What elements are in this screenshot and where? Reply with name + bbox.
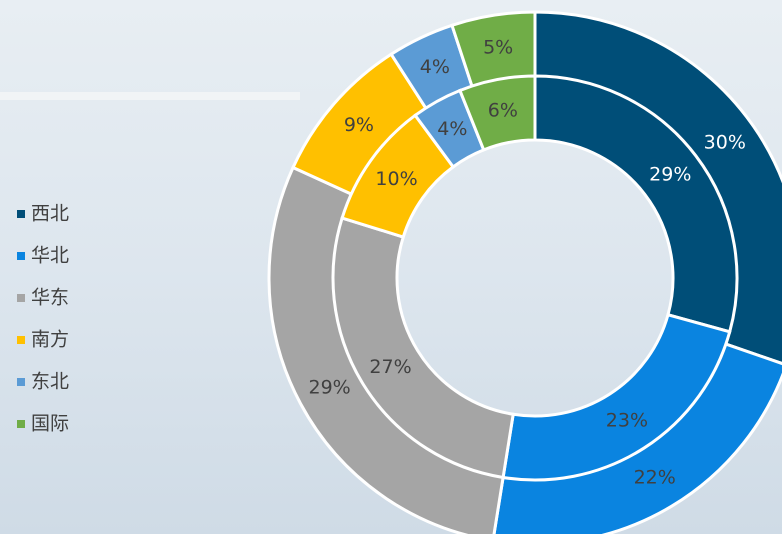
data-label: 23% [606, 410, 648, 432]
legend-marker [17, 210, 25, 218]
data-label: 4% [437, 118, 467, 140]
legend-label: 南方 [31, 329, 69, 351]
legend-label: 东北 [31, 371, 69, 393]
legend-label: 华北 [31, 245, 69, 267]
data-label: 22% [634, 466, 676, 488]
data-label: 30% [704, 131, 746, 153]
legend-marker [17, 378, 25, 386]
chart: 30% 22% 29% 9% 4% 5% 29% 23% 27% 10% 4% 6% 西北华北华东南方… [0, 0, 782, 534]
legend-label: 国际 [31, 413, 69, 435]
data-label: 4% [420, 56, 450, 78]
legend-marker [17, 336, 25, 344]
legend-label: 华东 [31, 287, 69, 309]
legend-label: 西北 [31, 203, 69, 225]
data-label: 5% [483, 36, 513, 58]
legend-marker [17, 420, 25, 428]
data-label: 9% [344, 114, 374, 136]
data-label: 27% [369, 356, 411, 378]
data-label: 29% [649, 164, 691, 186]
data-label: 10% [375, 168, 417, 190]
data-label: 6% [488, 100, 518, 122]
legend-marker [17, 252, 25, 260]
data-label: 29% [309, 377, 351, 399]
background-streak [0, 92, 300, 100]
legend-marker [17, 294, 25, 302]
